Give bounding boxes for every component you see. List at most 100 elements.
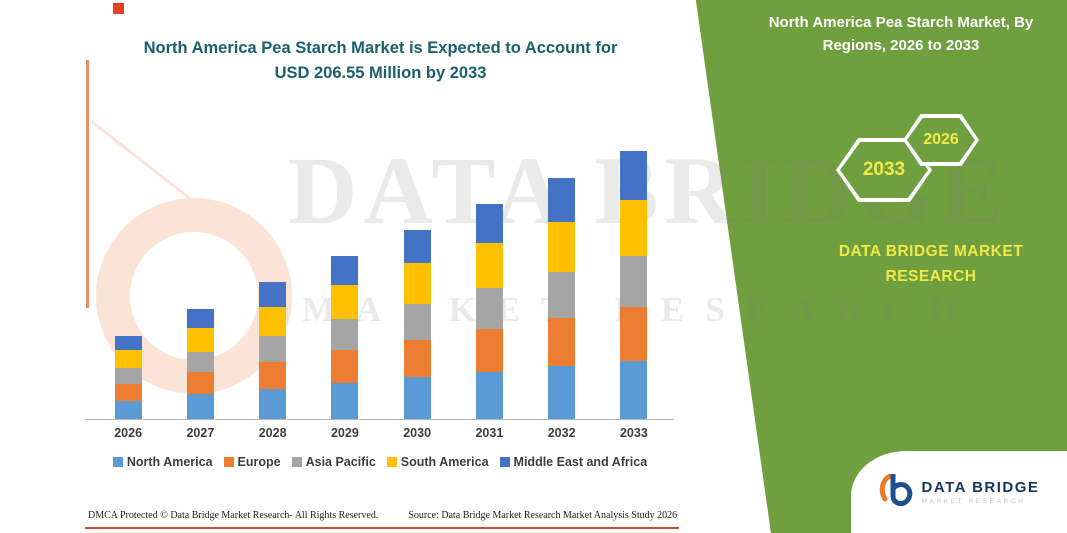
legend-item: North America bbox=[112, 455, 213, 469]
x-axis-label: 2031 bbox=[475, 426, 504, 440]
bar-segment bbox=[548, 221, 576, 273]
brand-line2: RESEARCH bbox=[885, 267, 977, 285]
bar-segment bbox=[403, 377, 431, 419]
bar-segment bbox=[186, 308, 214, 329]
bar-stack-2027 bbox=[186, 308, 214, 419]
bar-segment bbox=[186, 372, 214, 395]
logo-name: DATA BRIDGE bbox=[921, 479, 1040, 496]
x-axis-label: 2027 bbox=[186, 426, 215, 440]
side-panel-title-line1: North America Pea Starch Market, By bbox=[768, 14, 1034, 31]
bar-segment bbox=[620, 360, 648, 419]
legend: North America Europe Asia Pacific South Ame… bbox=[78, 455, 682, 469]
bar-segment bbox=[331, 382, 359, 419]
bar-segment bbox=[475, 242, 503, 288]
bar-segment bbox=[403, 229, 431, 264]
plot-area bbox=[85, 151, 674, 420]
bar-segment bbox=[331, 285, 359, 320]
logo-row: DATA BRIDGE MARKET RESEARCH bbox=[879, 472, 1040, 511]
dmca-notice: DMCA Protected © Data Bridge Market Rese… bbox=[88, 510, 379, 521]
hexagon-year-label: 2033 bbox=[862, 159, 906, 180]
bar-segment bbox=[403, 303, 431, 340]
bar-segment bbox=[475, 203, 503, 243]
bar-segment bbox=[548, 317, 576, 366]
bar-2026 bbox=[92, 151, 164, 419]
bar-2032 bbox=[526, 151, 598, 419]
x-axis-labels: 2026 2027 2028 2029 2030 2031 2032 2033 bbox=[92, 426, 670, 440]
bar-segment bbox=[620, 151, 648, 200]
bar-segment bbox=[620, 255, 648, 308]
bar-segment bbox=[331, 350, 359, 383]
bar-segment bbox=[259, 307, 287, 336]
data-bridge-logo-icon bbox=[879, 472, 915, 511]
bar-segment bbox=[114, 383, 142, 401]
bar-segment bbox=[259, 336, 287, 362]
chart-title-line1: North America Pea Starch Market is Expec… bbox=[143, 39, 618, 57]
bar-segment bbox=[475, 287, 503, 330]
x-axis-label: 2033 bbox=[619, 426, 648, 440]
side-panel-brand: DATA BRIDGE MARKET RESEARCH bbox=[795, 240, 1067, 290]
bar-stack-2029 bbox=[331, 255, 359, 419]
bar-2027 bbox=[164, 151, 236, 419]
legend-label: Asia Pacific bbox=[305, 455, 376, 469]
bar-stack-2030 bbox=[403, 229, 431, 419]
bar-stack-2031 bbox=[475, 203, 503, 419]
red-accent-line bbox=[85, 527, 679, 529]
bar-segment bbox=[114, 350, 142, 369]
bar-2031 bbox=[453, 151, 525, 419]
legend-swatch bbox=[223, 457, 234, 467]
bar-segment bbox=[620, 199, 648, 256]
source-note: Source: Data Bridge Market Research Mark… bbox=[408, 510, 678, 521]
bar-2028 bbox=[237, 151, 309, 419]
hexagon-year-label: 2026 bbox=[923, 131, 959, 148]
bar-segment bbox=[331, 319, 359, 351]
bar-2033 bbox=[598, 151, 670, 419]
x-axis-label: 2030 bbox=[403, 426, 432, 440]
legend-swatch bbox=[386, 457, 397, 467]
brand-line1: DATA BRIDGE MARKET bbox=[838, 243, 1024, 260]
brand-b-watermark-stem bbox=[86, 60, 89, 308]
bar-segment bbox=[475, 329, 503, 373]
bar-segment bbox=[548, 177, 576, 222]
legend-item: Asia Pacific bbox=[291, 455, 376, 469]
side-panel-title: North America Pea Starch Market, By Regi… bbox=[745, 12, 1057, 57]
hexagon-fill bbox=[907, 118, 975, 162]
bar-segment bbox=[475, 372, 503, 419]
bar-stack-2026 bbox=[114, 336, 142, 419]
legend-swatch bbox=[291, 457, 302, 467]
bar-segment bbox=[259, 389, 287, 419]
legend-swatch bbox=[112, 457, 123, 467]
legend-item: Middle East and Africa bbox=[499, 455, 648, 469]
bar-segment bbox=[186, 351, 214, 373]
legend-label: Europe bbox=[237, 455, 281, 469]
logo-box: DATA BRIDGE MARKET RESEARCH bbox=[851, 451, 1067, 533]
chart-title: North America Pea Starch Market is Expec… bbox=[128, 36, 633, 86]
bar-segment bbox=[403, 339, 431, 378]
bar-segment bbox=[403, 263, 431, 304]
bar-segment bbox=[620, 307, 648, 361]
red-accent-square bbox=[113, 3, 124, 14]
bar-segment bbox=[186, 394, 214, 419]
x-axis-label: 2028 bbox=[258, 426, 287, 440]
legend-swatch bbox=[499, 457, 510, 467]
x-axis-label: 2032 bbox=[547, 426, 576, 440]
logo-text: DATA BRIDGE MARKET RESEARCH bbox=[922, 479, 1040, 505]
legend-label: Middle East and Africa bbox=[513, 455, 648, 469]
bar-segment bbox=[114, 368, 142, 384]
legend-label: North America bbox=[126, 455, 213, 469]
bar-stack-2033 bbox=[620, 151, 648, 419]
bar-segment bbox=[186, 328, 214, 352]
bar-segment bbox=[259, 361, 287, 390]
bar-stack-2032 bbox=[548, 177, 576, 419]
bar-2030 bbox=[381, 151, 453, 419]
bars-container bbox=[92, 151, 670, 419]
bar-segment bbox=[548, 365, 576, 419]
bar-stack-2028 bbox=[259, 281, 287, 419]
bar-segment bbox=[114, 336, 142, 351]
logo-subtitle: MARKET RESEARCH bbox=[921, 498, 1026, 505]
bar-segment bbox=[548, 272, 576, 318]
footer: DMCA Protected © Data Bridge Market Rese… bbox=[88, 510, 677, 521]
side-panel-title-line2: Regions, 2026 to 2033 bbox=[822, 36, 980, 54]
chart-title-line2: USD 206.55 Million by 2033 bbox=[274, 63, 487, 82]
legend-item: Europe bbox=[223, 455, 281, 469]
